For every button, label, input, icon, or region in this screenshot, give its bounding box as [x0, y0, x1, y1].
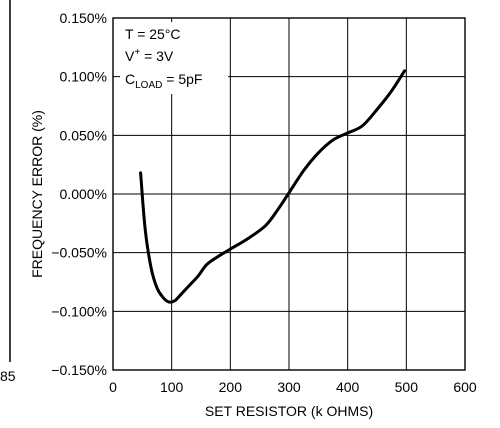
annotation-supply-voltage: V+ = 3V — [125, 47, 174, 64]
x-tick-label: 200 — [219, 379, 243, 395]
y-tick-label: −0.100% — [51, 303, 107, 319]
cload-sub: LOAD — [135, 80, 162, 91]
y-tick-label: 0.100% — [60, 69, 107, 85]
plot-frame — [112, 17, 466, 371]
vplus-main: V — [125, 48, 135, 64]
x-tick-label: 600 — [453, 379, 477, 395]
y-tick-label: 0.150% — [60, 10, 107, 26]
x-axis-ticks: 0 100 200 300 400 500 600 — [109, 379, 477, 395]
vplus-rest: = 3V — [140, 48, 174, 64]
cload-main: C — [125, 71, 135, 87]
annotation-temperature: T = 25°C — [125, 26, 181, 42]
y-tick-label: −0.150% — [51, 362, 107, 378]
vplus-sup: + — [134, 47, 140, 58]
conditions-annotation: T = 25°C V+ = 3V CLOAD = 5pF — [120, 22, 228, 94]
y-tick-label: −0.050% — [51, 245, 107, 261]
x-tick-label: 300 — [277, 379, 301, 395]
y-axis-label: FREQUENCY ERROR (%) — [29, 110, 45, 278]
series-line — [139, 69, 407, 304]
x-tick-label: 400 — [336, 379, 360, 395]
left-edge-text: 85 — [0, 368, 16, 384]
cload-rest: = 5pF — [162, 71, 202, 87]
x-axis-label: SET RESISTOR (k OHMS) — [205, 403, 373, 419]
x-tick-label: 100 — [160, 379, 184, 395]
annotation-background — [120, 22, 228, 94]
y-tick-label: 0.000% — [60, 186, 107, 202]
y-axis-ticks: −0.150% −0.100% −0.050% 0.000% 0.050% 0.100% 0… — [51, 10, 107, 378]
y-tick-label: 0.050% — [60, 127, 107, 143]
x-tick-label: 0 — [109, 379, 117, 395]
annotation-load-capacitance: CLOAD = 5pF — [125, 71, 202, 91]
x-tick-label: 500 — [395, 379, 419, 395]
